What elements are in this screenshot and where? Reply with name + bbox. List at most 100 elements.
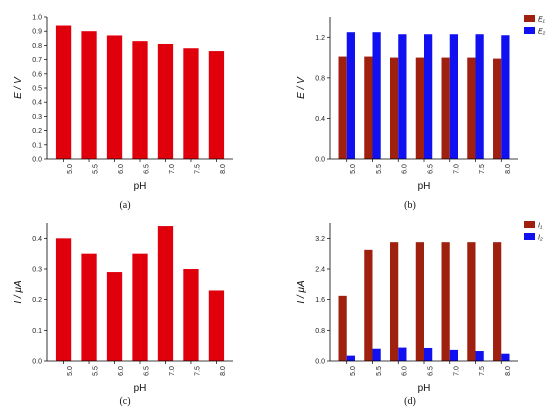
x-tick-label: 6.0 xyxy=(118,366,125,376)
y-tick-label: 0.1 xyxy=(32,328,42,335)
bar-d-1-0 xyxy=(346,355,355,361)
bar-d-1-1 xyxy=(372,348,381,361)
x-tick-label: 5.0 xyxy=(350,366,357,376)
bar-b-0-4 xyxy=(441,57,450,160)
bar-b-1-1 xyxy=(372,32,381,159)
y-tick-label: 0.2 xyxy=(32,297,42,304)
bar-d-1-3 xyxy=(424,347,433,361)
x-tick-label: 7.0 xyxy=(453,164,460,174)
x-tick-label: 5.5 xyxy=(93,164,100,174)
y-tick-label: 0.1 xyxy=(32,142,42,149)
y-tick-label: 0.6 xyxy=(32,71,42,78)
y-tick-label: 0.8 xyxy=(315,328,325,335)
x-axis-label: pH xyxy=(418,181,431,192)
x-tick-label: 5.5 xyxy=(376,366,383,376)
y-tick-label: 0.0 xyxy=(315,359,325,366)
bar-a-0-0 xyxy=(55,25,72,159)
bar-b-0-0 xyxy=(338,56,347,159)
x-tick-label: 7.5 xyxy=(479,164,486,174)
bar-d-1-6 xyxy=(501,353,510,361)
bar-b-0-3 xyxy=(415,57,424,160)
x-tick-label: 8.0 xyxy=(220,366,227,376)
x-axis-label: pH xyxy=(418,383,431,394)
bar-b-1-4 xyxy=(449,34,458,159)
panel-label: (d) xyxy=(404,396,416,407)
bar-d-0-3 xyxy=(415,242,424,361)
y-tick-label: 0.0 xyxy=(32,359,42,366)
chart-panel-4: 0.0 0.8 1.6 2.4 3.2 5.0 5.5 6.0 6.5 7.0 7.5 8.0 pH I … xyxy=(296,221,543,407)
bar-d-1-5 xyxy=(475,351,484,361)
bar-d-0-5 xyxy=(467,242,476,361)
x-tick-label: 7.5 xyxy=(194,366,201,376)
bar-a-0-4 xyxy=(157,43,174,160)
panel-label: (c) xyxy=(119,396,130,407)
y-tick-label: 2.4 xyxy=(315,267,325,274)
bar-b-1-2 xyxy=(398,34,407,159)
x-tick-label: 6.5 xyxy=(428,164,435,174)
x-axis-label: pH xyxy=(134,181,147,192)
bar-b-1-5 xyxy=(475,34,484,159)
y-tick-label: 0.3 xyxy=(32,267,42,274)
bar-a-0-2 xyxy=(106,35,123,159)
bar-b-1-6 xyxy=(501,35,510,159)
panel-label: (a) xyxy=(119,200,130,211)
y-tick-label: 0.3 xyxy=(32,114,42,121)
bar-b-0-5 xyxy=(467,57,476,160)
chart-panel-2: 0.0 0.4 0.8 1.2 5.0 5.5 6.0 6.5 7.0 7.5 8.0 pH E / V… xyxy=(296,15,546,211)
y-tick-label: 1.6 xyxy=(315,297,325,304)
bar-c-0-5 xyxy=(183,269,199,361)
y-axis-label: I / μA xyxy=(296,280,307,304)
bar-d-1-2 xyxy=(398,347,407,361)
x-tick-label: 5.0 xyxy=(350,164,357,174)
chart-panel-1: 0.0 0.1 0.2 0.3 0.4 0.5 0.6 0.7 0.8 0.9 1.0 5.0 5.5 6… xyxy=(13,15,233,211)
panel-label: (b) xyxy=(404,200,416,211)
legend-label: E₁ xyxy=(538,17,546,24)
y-tick-label: 0.9 xyxy=(32,29,42,36)
y-axis-label: I / μA xyxy=(13,280,24,304)
bar-b-1-0 xyxy=(346,32,355,159)
x-tick-label: 6.5 xyxy=(144,164,151,174)
y-axis-label: E / V xyxy=(13,76,24,99)
x-tick-label: 8.0 xyxy=(505,164,512,174)
x-tick-label: 6.0 xyxy=(118,164,125,174)
bar-c-0-1 xyxy=(81,253,97,361)
bar-a-0-6 xyxy=(208,51,225,159)
bar-d-0-0 xyxy=(338,295,347,361)
bar-b-0-6 xyxy=(493,58,502,160)
bar-b-0-2 xyxy=(390,57,399,160)
y-tick-label: 0.4 xyxy=(32,236,42,243)
legend-swatch xyxy=(524,15,535,22)
x-tick-label: 6.5 xyxy=(428,366,435,376)
x-tick-label: 7.5 xyxy=(194,164,201,174)
x-tick-label: 5.0 xyxy=(67,366,74,376)
x-tick-label: 8.0 xyxy=(220,164,227,174)
bar-c-0-6 xyxy=(208,290,225,361)
y-tick-label: 3.2 xyxy=(315,236,325,243)
bar-d-1-4 xyxy=(449,349,458,361)
bar-b-0-1 xyxy=(364,56,373,159)
chart-panel-3: 0.0 0.1 0.2 0.3 0.4 5.0 5.5 6.0 6.5 7.0 7.5 8.0 pH I … xyxy=(13,223,233,407)
y-tick-label: 0.2 xyxy=(32,128,42,135)
x-tick-label: 6.0 xyxy=(402,366,409,376)
bar-c-0-3 xyxy=(132,253,148,361)
y-tick-label: 0.8 xyxy=(315,75,325,82)
x-tick-label: 8.0 xyxy=(505,366,512,376)
y-tick-label: 0.0 xyxy=(32,157,42,164)
legend-label: I₁ xyxy=(538,223,543,230)
x-tick-label: 6.0 xyxy=(402,164,409,174)
bar-d-0-4 xyxy=(441,242,450,361)
y-tick-label: 0.4 xyxy=(32,100,42,107)
x-axis-label: pH xyxy=(134,383,147,394)
y-tick-label: 0.5 xyxy=(32,86,42,93)
bar-d-0-2 xyxy=(390,242,399,361)
legend-swatch xyxy=(524,27,535,34)
legend-swatch xyxy=(524,221,535,228)
bar-c-0-4 xyxy=(157,226,174,361)
x-tick-label: 5.5 xyxy=(376,164,383,174)
bar-c-0-0 xyxy=(55,238,72,361)
x-tick-label: 5.5 xyxy=(93,366,100,376)
bar-d-0-1 xyxy=(364,249,373,361)
y-tick-label: 0.8 xyxy=(32,43,42,50)
bar-b-1-3 xyxy=(424,34,433,159)
